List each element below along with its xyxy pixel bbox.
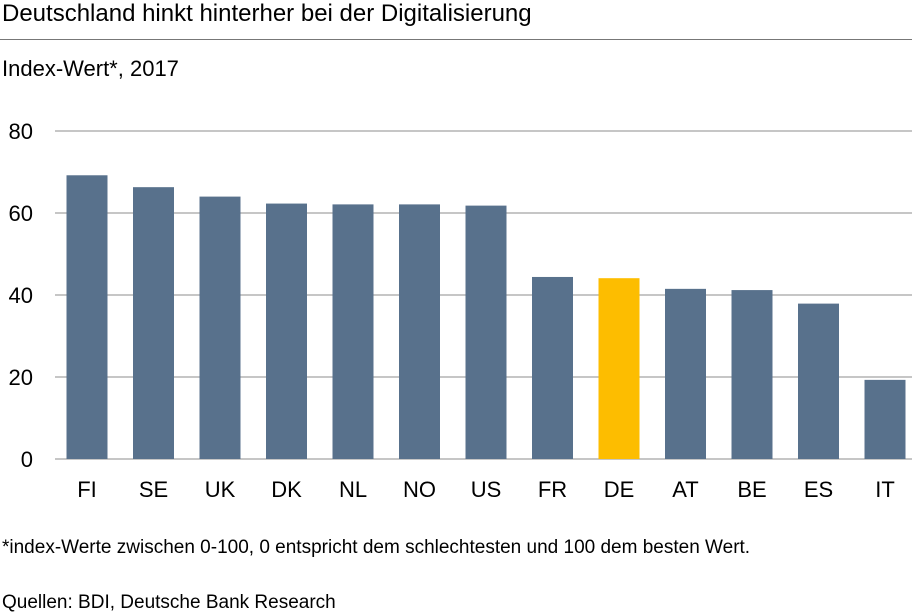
x-tick-label: BE [737, 477, 766, 502]
x-tick-label: NL [339, 477, 367, 502]
y-tick-label: 20 [9, 365, 33, 390]
x-tick-label: US [471, 477, 502, 502]
bar-us [465, 205, 507, 459]
x-tick-label: DK [271, 477, 302, 502]
bar-se [133, 187, 174, 460]
x-tick-label: FI [77, 477, 97, 502]
x-tick-label: ES [804, 477, 833, 502]
bar-chart: 0 20 40 60 80 FI SE UK DK NL NO US FR DE AT BE ES IT [9, 119, 912, 502]
chart-title: Deutschland hinkt hinterher bei der Digi… [2, 0, 532, 27]
bar-fi [66, 175, 108, 459]
bar-nl [332, 204, 374, 459]
y-tick-label: 80 [9, 119, 33, 144]
bar-uk [199, 196, 241, 459]
title-divider [0, 39, 912, 40]
x-tick-label: SE [139, 477, 168, 502]
bar-dk [266, 203, 307, 459]
source-note: Quellen: BDI, Deutsche Bank Research [2, 592, 336, 613]
bar-be [731, 290, 773, 459]
footnote: *index-Werte zwischen 0-100, 0 entsprich… [2, 537, 751, 558]
bar-at [665, 288, 706, 459]
x-tick-label: IT [875, 477, 895, 502]
x-tick-labels: FI SE UK DK NL NO US FR DE AT BE ES IT [77, 477, 895, 502]
y-tick-label: 40 [9, 283, 33, 308]
bar-no [399, 204, 440, 459]
y-tick-labels: 0 20 40 60 80 [9, 119, 33, 472]
bar-es [798, 303, 839, 459]
bar-de [598, 278, 640, 459]
x-tick-label: NO [403, 477, 436, 502]
x-tick-label: FR [538, 477, 567, 502]
bars [66, 175, 906, 460]
x-tick-label: UK [205, 477, 236, 502]
y-tick-label: 0 [21, 447, 33, 472]
chart-subtitle: Index-Wert*, 2017 [2, 56, 179, 81]
bar-fr [532, 276, 573, 459]
y-tick-label: 60 [9, 201, 33, 226]
x-tick-label: AT [672, 477, 698, 502]
bar-it [864, 379, 906, 459]
x-tick-label: DE [604, 477, 635, 502]
